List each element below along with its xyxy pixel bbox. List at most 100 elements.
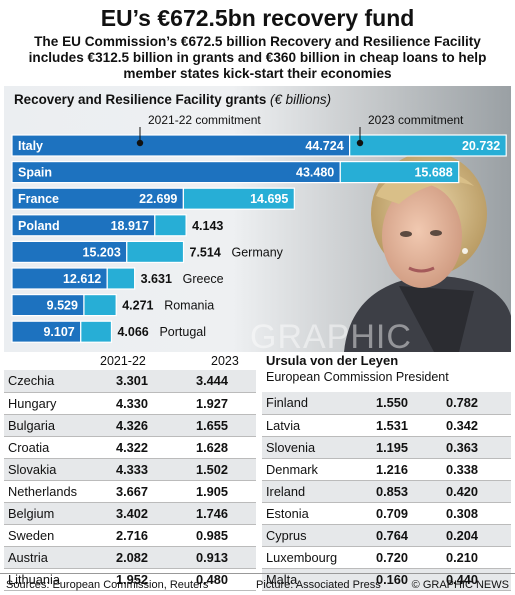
table-row: Estonia 0.709 0.308 <box>262 502 511 525</box>
cell-country: Finland <box>262 392 372 415</box>
footer-sources: Sources: European Commission, Reuters <box>6 579 209 591</box>
page-subtitle: The EU Commission’s €672.5 billion Recov… <box>28 34 487 81</box>
cell-country: Bulgaria <box>4 414 104 437</box>
cell-value-2021-22: 0.709 <box>372 502 442 525</box>
table-row: Czechia 3.301 3.444 <box>4 370 256 393</box>
table-row: Austria 2.082 0.913 <box>4 546 256 569</box>
cell-country: Latvia <box>262 414 372 437</box>
category-label: Greece <box>183 272 224 286</box>
table-row: Slovakia 4.333 1.502 <box>4 458 256 481</box>
value-label-2021-22: 9.529 <box>47 299 78 313</box>
cell-value-2021-22: 2.082 <box>104 546 192 569</box>
legend-2021-22: 2021-22 commitment <box>148 113 261 127</box>
cell-country: Luxembourg <box>262 546 372 569</box>
table-row: Cyprus 0.764 0.204 <box>262 524 511 547</box>
cell-country: Estonia <box>262 502 372 525</box>
value-label-2021-22: 12.612 <box>63 272 101 286</box>
category-label: Romania <box>164 299 214 313</box>
cell-country: Slovenia <box>262 436 372 459</box>
value-label-2021-22: 43.480 <box>296 166 334 180</box>
category-label: Spain <box>18 166 52 180</box>
footer-picture-credit: Picture: Associated Press <box>256 579 381 591</box>
cell-value-2023: 1.502 <box>192 458 256 481</box>
cell-value-2021-22: 0.853 <box>372 480 442 503</box>
bar-group: 44.724 Italy 20.732 43.480 Spain 15.688 22.699… <box>11 134 507 343</box>
table-row: Croatia 4.322 1.628 <box>4 436 256 459</box>
value-label-2023: 4.271 <box>122 299 153 313</box>
cell-country: Slovakia <box>4 458 104 481</box>
cell-value-2023: 0.782 <box>442 392 511 415</box>
bar-2023-poland <box>154 214 187 237</box>
cell-value-2023: 1.927 <box>192 392 256 415</box>
value-label-2021-22: 22.699 <box>139 192 177 206</box>
value-label-2023: 4.066 <box>117 325 148 339</box>
grants-bar-chart: 44.724 Italy 20.732 43.480 Spain 15.688 22.699… <box>11 113 507 343</box>
category-label: Poland <box>18 219 60 233</box>
cell-value-2023: 1.655 <box>192 414 256 437</box>
table-row: Finland 1.550 0.782 <box>262 392 511 415</box>
cell-value-2021-22: 3.402 <box>104 502 192 525</box>
table-row: Bulgaria 4.326 1.655 <box>4 414 256 437</box>
chart-heading: Recovery and Resilience Facility grants … <box>14 92 331 107</box>
table-row: Sweden 2.716 0.985 <box>4 524 256 547</box>
table-row: Denmark 1.216 0.338 <box>262 458 511 481</box>
value-label-2023: 3.631 <box>141 272 172 286</box>
cell-value-2021-22: 3.667 <box>104 480 192 503</box>
cell-value-2023: 0.210 <box>442 546 511 569</box>
cell-value-2023: 0.338 <box>442 458 511 481</box>
cell-country: Netherlands <box>4 480 104 503</box>
cell-value-2021-22: 4.326 <box>104 414 192 437</box>
cell-country: Ireland <box>262 480 372 503</box>
value-label-2023: 14.695 <box>250 192 288 206</box>
column-header-2021-22: 2021-22 <box>100 354 146 368</box>
cell-value-2023: 0.204 <box>442 524 511 547</box>
value-label-2023: 7.514 <box>190 245 221 259</box>
table-row: Belgium 3.402 1.746 <box>4 502 256 525</box>
value-label-2023: 15.688 <box>414 166 452 180</box>
page-title: EU’s €672.5bn recovery fund <box>100 5 415 31</box>
cell-country: Denmark <box>262 458 372 481</box>
cell-value-2023: 1.905 <box>192 480 256 503</box>
category-label: Portugal <box>159 325 206 339</box>
cell-value-2021-22: 0.720 <box>372 546 442 569</box>
cell-value-2023: 0.308 <box>442 502 511 525</box>
cell-value-2021-22: 4.330 <box>104 392 192 415</box>
bar-2021-22-spain <box>11 161 341 184</box>
bar-2023-germany <box>126 240 185 263</box>
footer-copyright: © GRAPHIC NEWS <box>411 579 509 591</box>
table-row: Ireland 0.853 0.420 <box>262 480 511 503</box>
bar-2023-italy <box>349 134 507 157</box>
bar-2023-portugal <box>80 320 113 343</box>
grants-table-right: Finland 1.550 0.782 Latvia 1.531 0.342 Sloveni… <box>262 392 511 591</box>
cell-value-2021-22: 3.301 <box>104 370 192 393</box>
cell-value-2021-22: 2.716 <box>104 524 192 547</box>
table-row: Slovenia 1.195 0.363 <box>262 436 511 459</box>
category-label: France <box>18 192 59 206</box>
legend-2023-dot <box>356 139 364 147</box>
table-row: Hungary 4.330 1.927 <box>4 392 256 415</box>
bar-2023-france <box>182 187 295 210</box>
cell-value-2021-22: 1.531 <box>372 414 442 437</box>
cell-country: Hungary <box>4 392 104 415</box>
bar-2023-romania <box>83 294 117 317</box>
cell-country: Belgium <box>4 502 104 525</box>
value-label-2021-22: 18.917 <box>111 219 149 233</box>
table-row: Latvia 1.531 0.342 <box>262 414 511 437</box>
cell-value-2023: 3.444 <box>192 370 256 393</box>
cell-country: Austria <box>4 546 104 569</box>
value-label-2021-22: 44.724 <box>305 139 343 153</box>
bar-2021-22-italy <box>11 134 351 157</box>
footer: Sources: European Commission, Reuters Pi… <box>0 573 515 595</box>
cell-value-2023: 0.420 <box>442 480 511 503</box>
column-header-2023: 2023 <box>211 354 239 368</box>
cell-value-2023: 0.363 <box>442 436 511 459</box>
cell-value-2021-22: 0.764 <box>372 524 442 547</box>
chart-heading-text: Recovery and Resilience Facility grants <box>14 92 267 107</box>
cell-value-2023: 0.913 <box>192 546 256 569</box>
bar-2023-spain <box>339 161 460 184</box>
value-label-2023: 4.143 <box>192 219 223 233</box>
cell-value-2021-22: 4.322 <box>104 436 192 459</box>
category-label: Italy <box>18 139 43 153</box>
person-name: Ursula von der Leyen <box>266 353 399 368</box>
person-role: European Commission President <box>266 370 449 384</box>
